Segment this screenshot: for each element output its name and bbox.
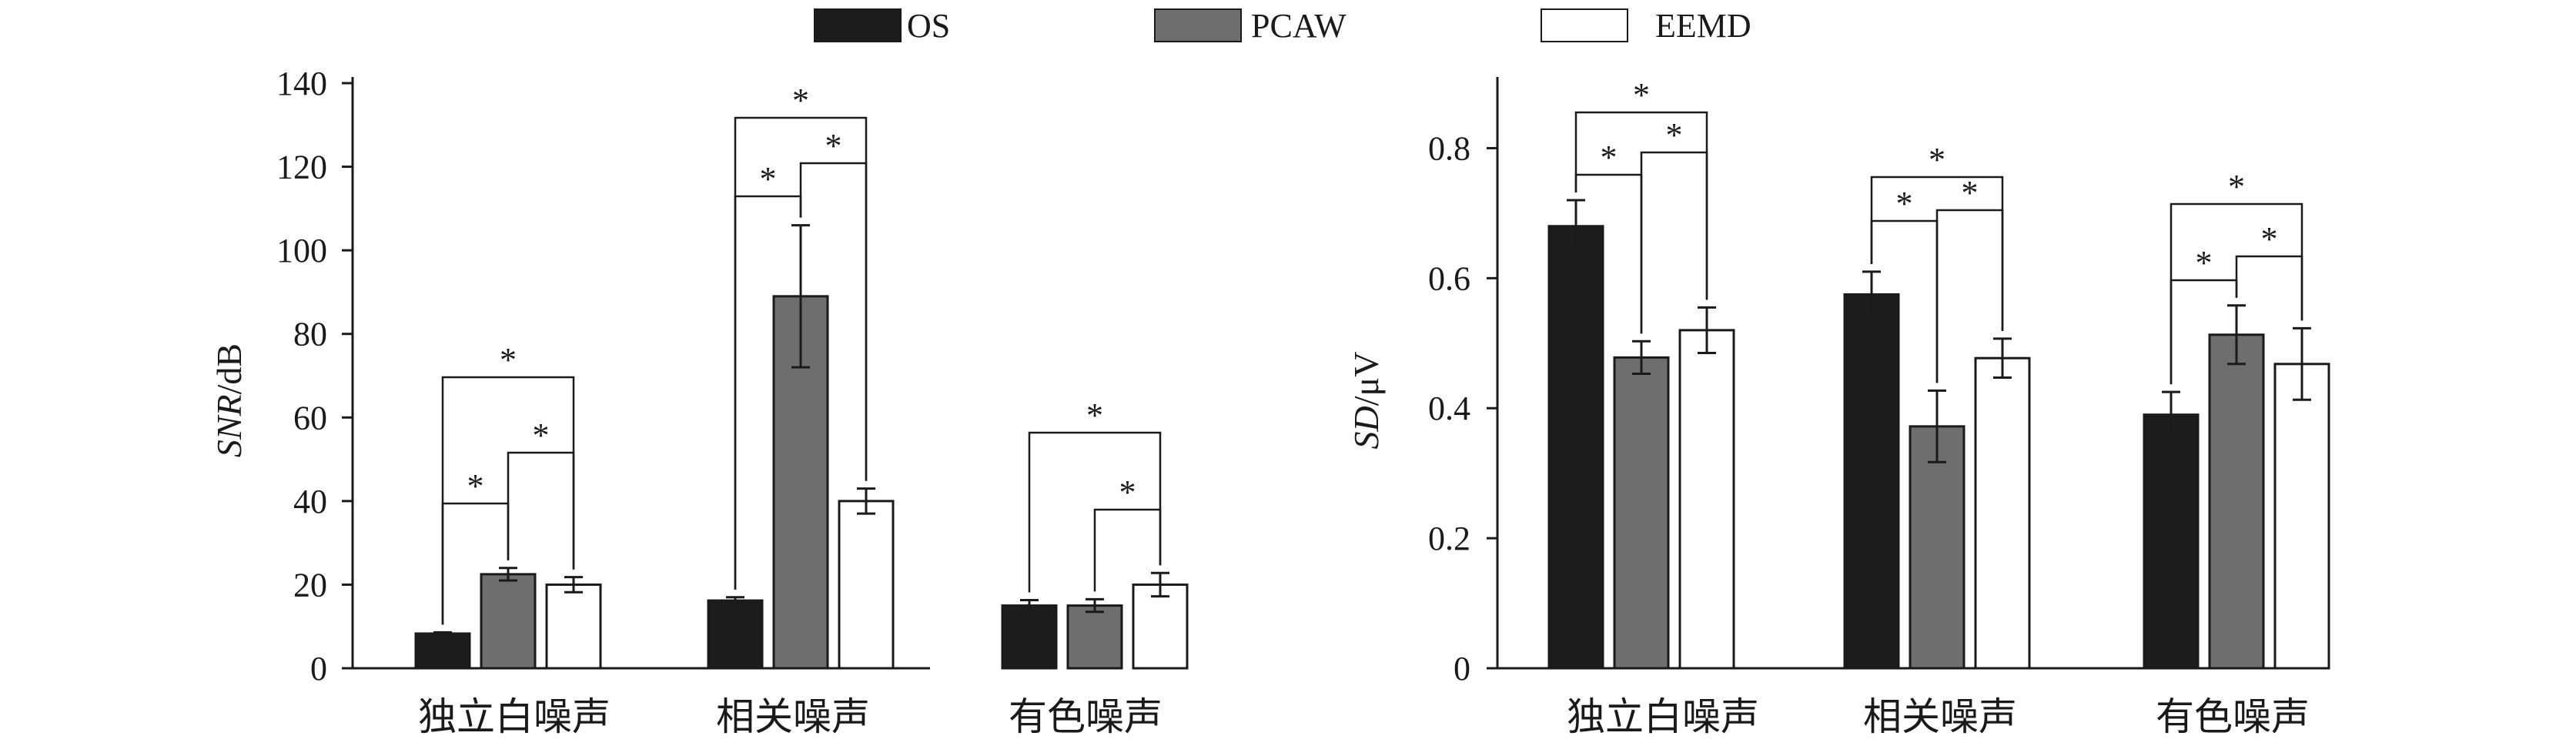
sd-chart: SD/μV 0 0.2 0.4 0.6 0.8 独立白噪声 相关噪声 有色噪声 * * * * * * * *… — [1347, 76, 2330, 738]
snr-significance-bracket — [507, 451, 575, 570]
snr-y-axis-title: SNR/dB — [209, 343, 249, 457]
legend-swatch-eemd — [1541, 8, 1628, 42]
sd-bar-eemd — [1974, 356, 2031, 670]
sd-significance-star: * — [1962, 174, 1979, 212]
snr-bar-os — [414, 632, 471, 670]
snr-chart-marks: 0 20 40 60 80 100 120 140 独立白噪声 相关噪声 有色噪声 * * * * * * * * — [276, 65, 1189, 738]
sd-significance-bracket — [1574, 111, 1708, 300]
snr-significance-star: * — [825, 127, 842, 165]
snr-significance-star: * — [533, 416, 550, 454]
snr-x-category-label: 独立白噪声 — [418, 695, 611, 738]
snr-y-tick-label: 20 — [293, 566, 327, 604]
snr-x-category-label: 相关噪声 — [716, 695, 870, 738]
snr-significance-star: * — [792, 82, 809, 119]
snr-y-tick-label: 0 — [310, 650, 327, 687]
snr-significance-star: * — [1086, 396, 1103, 434]
legend-entry-eemd: EEMD — [1541, 7, 1751, 45]
legend-swatch-pcaw — [1154, 8, 1242, 42]
snr-significance-bracket — [1093, 508, 1162, 592]
snr-bar-eemd — [545, 583, 602, 670]
snr-y-tick-label: 100 — [276, 232, 327, 269]
sd-significance-bracket — [1640, 151, 1708, 334]
sd-significance-star: * — [1601, 139, 1618, 176]
snr-significance-bracket — [441, 376, 575, 625]
sd-significance-bracket — [2235, 255, 2303, 321]
legend-label-os: OS — [907, 7, 950, 45]
sd-significance-star: * — [1896, 185, 1913, 222]
sd-significance-bracket — [1870, 176, 2004, 331]
sd-significance-bracket — [2170, 202, 2303, 385]
snr-bar-pcaw — [480, 573, 537, 670]
sd-y-tick-label: 0 — [1454, 650, 1470, 687]
snr-significance-bracket — [1028, 431, 1162, 593]
sd-bar-os — [2143, 413, 2200, 670]
snr-chart: SNR/dB 0 20 40 60 80 100 120 140 独立白噪声 相关噪声 有色噪声 * *… — [209, 65, 1189, 738]
snr-bar-eemd — [838, 500, 895, 670]
sd-bar-pcaw — [2208, 333, 2265, 670]
snr-y-axis-title-symbol: SNR — [209, 394, 249, 457]
snr-significance-star: * — [760, 160, 777, 198]
legend-label-eemd: EEMD — [1655, 7, 1751, 45]
snr-x-category-label: 有色噪声 — [1009, 695, 1163, 738]
sd-x-category-label: 独立白噪声 — [1567, 695, 1759, 738]
sd-y-axis-title-unit: /μV — [1347, 352, 1386, 406]
sd-bar-eemd — [1678, 329, 1735, 670]
snr-y-tick-label: 40 — [293, 483, 327, 520]
sd-y-tick-label: 0.6 — [1428, 259, 1470, 297]
snr-bar-os — [1001, 604, 1058, 670]
legend-label-pcaw: PCAW — [1251, 7, 1347, 45]
snr-y-tick-label: 60 — [293, 399, 327, 437]
snr-y-axis-title-unit: /dB — [209, 343, 249, 394]
sd-x-category-label: 有色噪声 — [2156, 695, 2310, 738]
snr-bar-eemd — [1132, 583, 1189, 670]
snr-y-tick-label: 120 — [276, 149, 327, 186]
sd-bar-os — [1547, 225, 1604, 670]
sd-y-tick-label: 0.4 — [1428, 390, 1470, 427]
sd-y-axis-title-symbol: SD — [1347, 406, 1386, 449]
sd-y-axis-title: SD/μV — [1347, 352, 1386, 450]
sd-bar-eemd — [2273, 363, 2330, 670]
snr-bar-os — [707, 599, 764, 670]
sd-y-tick-label: 0.2 — [1428, 520, 1470, 557]
sd-y-tick-label: 0.8 — [1428, 129, 1470, 167]
sd-significance-star: * — [2261, 220, 2278, 258]
legend-entry-os: OS — [814, 7, 950, 45]
sd-significance-star: * — [1929, 141, 1945, 179]
snr-significance-bracket — [734, 116, 868, 590]
sd-significance-star: * — [2228, 168, 2245, 206]
sd-x-category-label: 相关噪声 — [1863, 695, 2017, 738]
legend-swatch-os — [814, 8, 902, 42]
sd-significance-star: * — [1666, 116, 1683, 154]
sd-significance-star: * — [1633, 76, 1650, 114]
sd-bar-os — [1843, 293, 1900, 670]
sd-bar-pcaw — [1613, 356, 1670, 670]
snr-bar-pcaw — [1066, 604, 1123, 670]
sd-significance-star: * — [2196, 244, 2213, 282]
snr-significance-star: * — [467, 467, 484, 505]
sd-chart-marks: 0 0.2 0.4 0.6 0.8 独立白噪声 相关噪声 有色噪声 * * * * * * * * * — [1428, 76, 2330, 738]
snr-y-tick-label: 140 — [276, 65, 327, 102]
legend: OS PCAW EEMD — [814, 7, 1751, 45]
snr-significance-star: * — [1119, 473, 1136, 511]
snr-y-tick-label: 80 — [293, 316, 327, 353]
legend-entry-pcaw: PCAW — [1154, 7, 1347, 45]
snr-significance-star: * — [500, 341, 517, 379]
